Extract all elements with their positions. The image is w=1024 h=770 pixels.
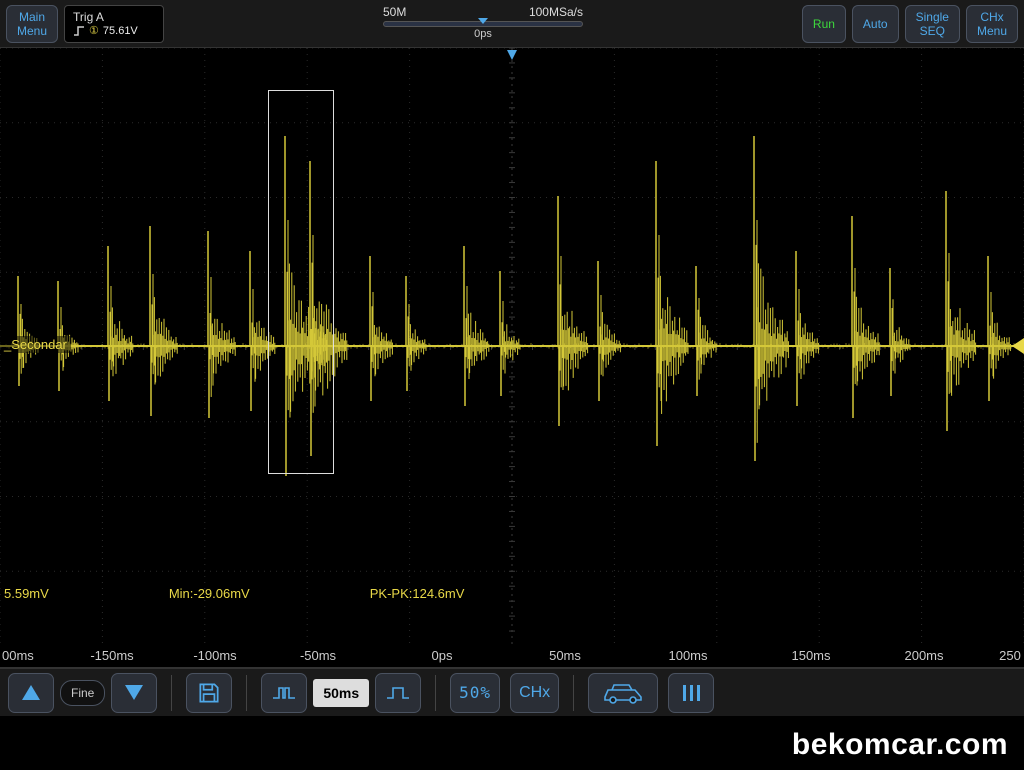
vertical-scale-group: Fine xyxy=(8,673,157,713)
save-icon xyxy=(196,680,222,706)
bars-icon xyxy=(679,681,703,705)
time-tick: 00ms xyxy=(2,648,34,663)
channel-label: _Secondar xyxy=(0,336,71,353)
timebase-group: 50ms xyxy=(261,673,421,713)
time-tick: 150ms xyxy=(791,648,830,663)
triangle-up-icon xyxy=(22,685,40,700)
run-button[interactable]: Run xyxy=(802,5,846,43)
divider xyxy=(573,675,574,711)
divider xyxy=(246,675,247,711)
time-tick: 200ms xyxy=(904,648,943,663)
time-tick: 250 xyxy=(999,648,1021,663)
watermark: bekomcar.com xyxy=(792,728,1008,762)
auto-button[interactable]: Auto xyxy=(852,5,899,43)
time-tick: 100ms xyxy=(668,648,707,663)
trigger-position-marker-icon xyxy=(505,48,519,62)
fine-coarse-toggle[interactable]: Fine xyxy=(60,680,105,706)
main-menu-button[interactable]: Main Menu xyxy=(6,5,58,43)
stat-min: Min:-29.06mV xyxy=(169,586,250,601)
trigger-channel: ① xyxy=(89,24,99,37)
divider xyxy=(435,675,436,711)
stat-max: 5.59mV xyxy=(4,586,49,601)
trigger-value-row: ① 75.61V xyxy=(73,24,155,37)
label: Main xyxy=(19,10,45,24)
scale-down-button[interactable] xyxy=(111,673,157,713)
time-tick: 0ps xyxy=(432,648,453,663)
bottom-toolbar: Fine 50ms 50% CHx xyxy=(0,668,1024,716)
timebase-position: 0ps xyxy=(474,28,492,40)
top-toolbar: Main Menu Trig A ① 75.61V 50M 100MSa/s 0… xyxy=(0,0,1024,48)
stat-pkpk: PK-PK:124.6mV xyxy=(370,586,465,601)
ground-marker-icon xyxy=(1012,338,1024,354)
timebase-value[interactable]: 50ms xyxy=(313,679,369,707)
timebase-thumb-icon xyxy=(478,18,488,24)
trigger-label: Trig A xyxy=(73,10,155,24)
car-icon xyxy=(599,682,647,704)
time-tick: 50ms xyxy=(549,648,581,663)
fifty-percent-button[interactable]: 50% xyxy=(450,673,500,713)
pulse-narrow-icon xyxy=(271,684,297,702)
triangle-down-icon xyxy=(125,685,143,700)
timebase-control[interactable]: 50M 100MSa/s 0ps xyxy=(180,5,786,43)
label: Menu xyxy=(17,24,47,38)
zoom-in-time-button[interactable] xyxy=(261,673,307,713)
waveform-svg xyxy=(0,48,1024,646)
cursor-selection[interactable] xyxy=(268,90,334,474)
chx-button[interactable]: CHx xyxy=(510,673,559,713)
single-seq-button[interactable]: Single SEQ xyxy=(905,5,960,43)
timebase-track xyxy=(383,21,583,27)
trigger-info[interactable]: Trig A ① 75.61V xyxy=(64,5,164,43)
waveform-display[interactable]: _Secondar 5.59mV Min:-29.06mV PK-PK:124.… xyxy=(0,48,1024,646)
time-tick: -100ms xyxy=(193,648,236,663)
zoom-out-time-button[interactable] xyxy=(375,673,421,713)
time-tick: -50ms xyxy=(300,648,336,663)
pause-button[interactable] xyxy=(668,673,714,713)
memory-depth: 50M xyxy=(383,5,406,19)
rising-edge-icon xyxy=(73,25,85,37)
scale-up-button[interactable] xyxy=(8,673,54,713)
time-tick: -150ms xyxy=(90,648,133,663)
pulse-wide-icon xyxy=(385,684,411,702)
chx-menu-button[interactable]: CHx Menu xyxy=(966,5,1018,43)
measurement-stats: 5.59mV Min:-29.06mV PK-PK:124.6mV xyxy=(0,586,1024,601)
trigger-voltage: 75.61V xyxy=(103,25,138,37)
divider xyxy=(171,675,172,711)
time-axis: 00ms -150ms -100ms -50ms 0ps 50ms 100ms 150ms 20… xyxy=(0,644,1024,668)
automotive-button[interactable] xyxy=(588,673,658,713)
sample-rate: 100MSa/s xyxy=(529,5,583,19)
save-button[interactable] xyxy=(186,673,232,713)
